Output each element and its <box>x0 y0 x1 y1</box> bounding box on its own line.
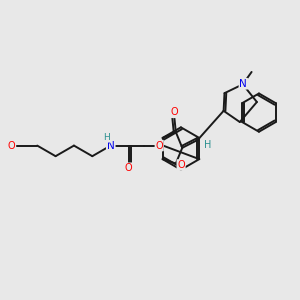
Text: O: O <box>125 163 133 173</box>
Text: O: O <box>177 160 185 170</box>
Text: H: H <box>204 140 211 150</box>
Text: O: O <box>8 141 15 151</box>
Text: O: O <box>170 107 178 117</box>
Text: H: H <box>103 133 110 142</box>
Text: N: N <box>107 141 115 151</box>
Text: O: O <box>155 141 163 151</box>
Text: N: N <box>239 79 247 89</box>
